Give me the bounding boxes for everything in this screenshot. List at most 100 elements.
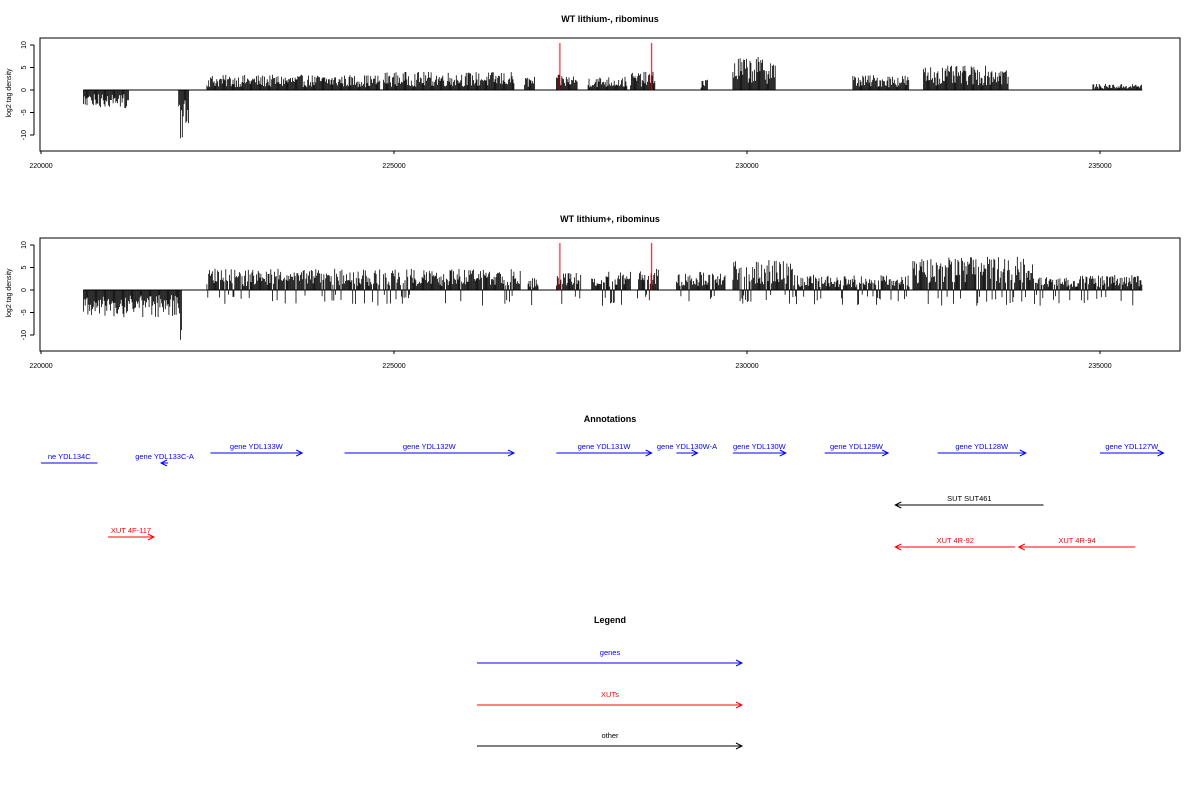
density-segment [556,273,582,304]
x-tick-label: 225000 [382,363,405,370]
panel-1-x-axis: 220000 225000 230000 235000 [29,151,1112,170]
density-segment [637,268,659,301]
legend-item-xut: XUTs [477,690,744,709]
legend-label: genes [600,648,621,657]
panel-2-bars [83,256,1143,340]
x-tick-label: 235000 [1088,363,1111,370]
arrowhead-right [691,449,699,457]
panel-2-frame [39,237,1181,352]
density-segment [676,271,726,302]
arrowhead-right [1019,449,1027,457]
panel-1-bars [83,56,1142,139]
arrowhead-right [147,533,156,541]
panel-lithium-plus: WT lithium+, ribominus log2 tag density … [6,214,1181,370]
density-segment [206,268,381,306]
legend: Legend genes XUTs other [477,615,744,750]
panel-1-y-axis: 10 5 0 -5 -10 [21,41,35,140]
y-tick-label: -5 [21,109,28,115]
legend-title: Legend [594,615,626,625]
density-segment [912,256,1037,306]
gene-feature: gene YDL131W [556,442,653,457]
gene-label: gene YDL130W [733,442,787,451]
density-segment [852,75,910,90]
panel-2-y-axis: 10 5 0 -5 -10 [21,241,35,340]
gene-label: gene YDL131W [578,442,632,451]
y-tick-label: 0 [21,88,28,92]
annotations-track: Annotations ne YDL134C gene YDL133C-A gene… [41,414,1165,551]
y-tick-label: 5 [21,265,28,269]
arrowhead-right [295,449,304,457]
density-segment [178,90,190,139]
gene-feature: gene YDL129W [824,442,890,457]
y-tick-label: 10 [21,41,28,49]
gene-feature: gene YDL130W [732,442,787,457]
gene-label: gene YDL133C-A [135,452,194,461]
arrowhead-left [894,543,902,551]
panel-2-ylabel: log2 tag density [6,268,13,318]
panel-2-x-axis: 220000 225000 230000 235000 [29,351,1112,370]
arrowhead-left [894,501,902,509]
legend-arrowhead [735,701,744,709]
density-segment [1092,83,1142,90]
xut-label: XUT 4F-117 [111,526,151,535]
density-segment [556,74,578,90]
y-tick-label: -10 [21,130,28,140]
gene-feature: gene YDL133C-A [135,452,194,467]
density-segment [923,65,1009,90]
gene-feature: gene YDL132W [344,442,516,457]
density-segment [792,274,910,305]
density-segment [1036,275,1143,306]
x-tick-label: 230000 [735,363,758,370]
density-segment [524,76,535,90]
density-segment [700,79,708,90]
y-tick-label: -5 [21,309,28,315]
x-tick-label: 230000 [735,163,758,170]
x-tick-label: 235000 [1088,163,1111,170]
xut-label: XUT 4R-94 [1058,536,1095,545]
density-segment [382,72,515,90]
gene-label: gene YDL130W-A [657,442,717,451]
legend-items: genes XUTs other [477,648,744,750]
annotation-features: ne YDL134C gene YDL133C-A gene YDL133W gene… [41,442,1165,551]
gene-feature: gene YDL133W [210,442,304,457]
x-tick-label: 220000 [29,363,52,370]
gene-label: gene YDL127W [1105,442,1159,451]
arrowhead-right [507,449,516,457]
arrowhead-right [881,449,890,457]
density-segment [732,260,793,304]
xut-feature: XUT 4F-117 [108,526,156,541]
density-segment [83,90,129,109]
x-tick-label: 220000 [29,163,52,170]
density-segment [83,290,179,318]
gene-feature: gene YDL127W [1100,442,1165,457]
y-tick-label: 10 [21,241,28,249]
xut-label: XUT 4R-92 [937,536,974,545]
panel-lithium-minus: WT lithium-, ribominus log2 tag density … [6,14,1181,170]
arrowhead-right [645,449,653,457]
arrowhead-left [1017,543,1026,551]
legend-label: other [601,731,619,740]
legend-item-gene: genes [477,648,744,667]
density-segment [527,278,539,305]
legend-label: XUTs [601,690,619,699]
legend-arrowhead [735,659,744,667]
density-segment [630,71,656,90]
xut-feature: XUT 4R-92 [894,536,1016,551]
arrowhead-left [159,459,168,467]
density-segment [382,268,521,306]
panel-1-frame [39,37,1181,152]
x-tick-label: 225000 [382,163,405,170]
arrowhead-right [779,449,787,457]
legend-arrowhead [735,742,744,750]
y-tick-label: 0 [21,288,28,292]
gene-label: ne YDL134C [48,452,91,461]
gene-feature: ne YDL134C [41,452,98,464]
y-tick-label: 5 [21,65,28,69]
panel-1-title: WT lithium-, ribominus [561,14,659,24]
gene-feature: gene YDL130W-A [657,442,717,457]
panel-2-marker-lines [559,243,653,290]
xut-feature: XUT 4R-94 [1017,536,1136,551]
gene-feature: gene YDL128W [937,442,1027,457]
gene-label: gene YDL132W [403,442,457,451]
